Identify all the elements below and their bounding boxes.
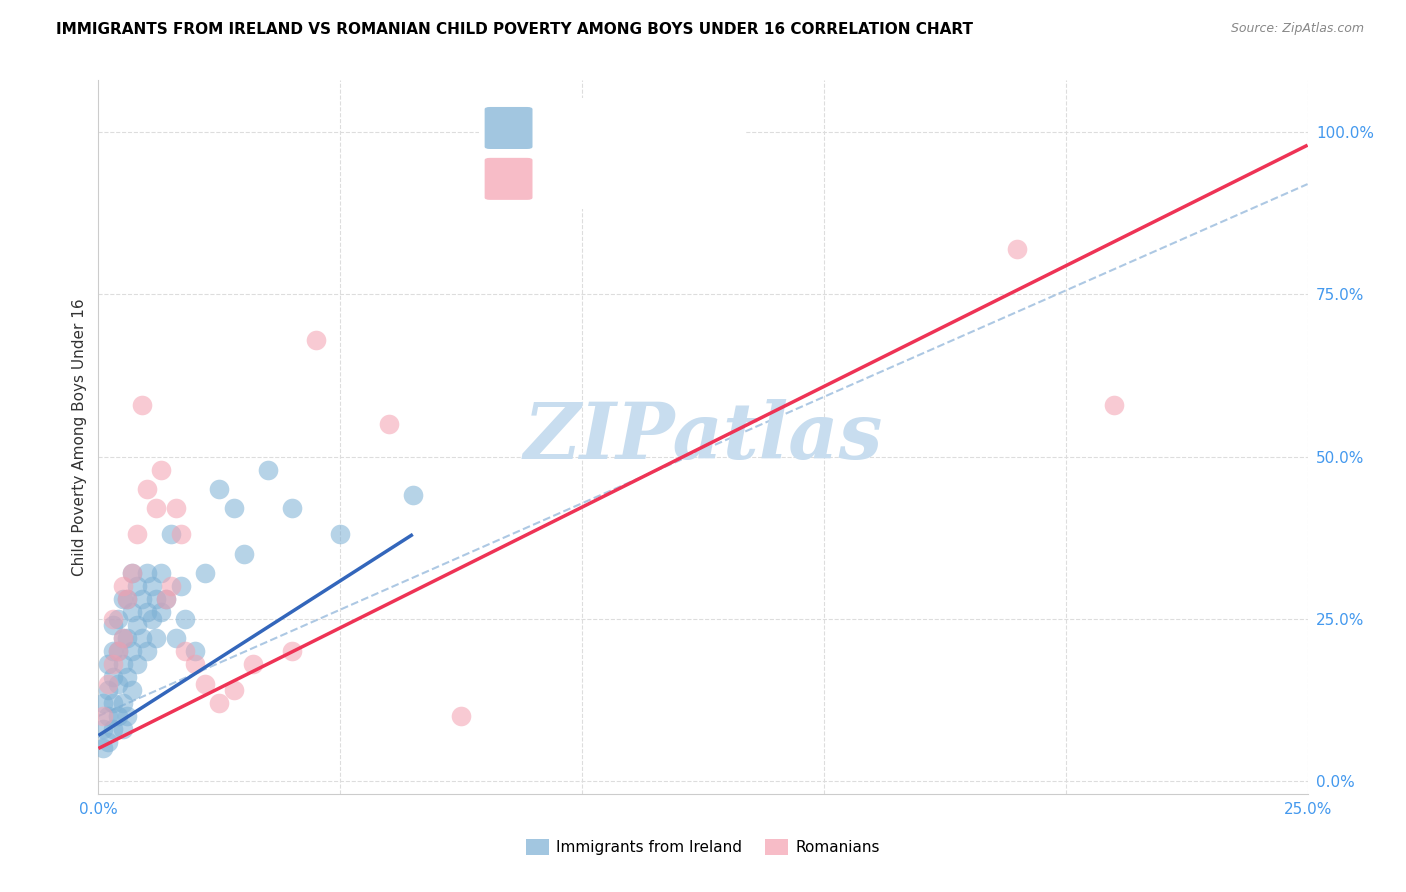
Point	[111, 579, 134, 593]
Point	[111, 657, 134, 672]
Point	[305, 333, 328, 347]
Point	[208, 482, 231, 496]
Point	[150, 462, 173, 476]
Point	[97, 657, 120, 672]
Point	[155, 592, 177, 607]
Point	[145, 501, 167, 516]
Point	[111, 722, 134, 736]
Point	[174, 612, 197, 626]
Point	[101, 644, 124, 658]
Point	[256, 462, 278, 476]
Point	[281, 644, 304, 658]
Point	[121, 683, 143, 698]
Point	[107, 612, 129, 626]
Point	[135, 566, 157, 581]
Point	[111, 631, 134, 645]
Point	[150, 566, 173, 581]
Point	[91, 709, 114, 723]
Point	[101, 612, 124, 626]
Point	[101, 722, 124, 736]
Point	[127, 579, 149, 593]
Y-axis label: Child Poverty Among Boys Under 16: Child Poverty Among Boys Under 16	[72, 298, 87, 576]
Point	[127, 618, 149, 632]
Point	[208, 696, 231, 710]
Point	[402, 488, 425, 502]
Point	[194, 566, 217, 581]
Point	[121, 644, 143, 658]
Point	[101, 670, 124, 684]
Point	[377, 417, 399, 431]
Point	[222, 501, 245, 516]
Point	[135, 644, 157, 658]
Point	[117, 709, 139, 723]
Point	[97, 709, 120, 723]
Point	[101, 696, 124, 710]
Point	[111, 631, 134, 645]
Point	[160, 527, 183, 541]
Point	[169, 579, 191, 593]
Point	[131, 398, 153, 412]
Point	[1007, 242, 1029, 256]
Text: ZIPatlas: ZIPatlas	[523, 399, 883, 475]
Point	[184, 644, 207, 658]
Point	[242, 657, 264, 672]
Text: IMMIGRANTS FROM IRELAND VS ROMANIAN CHILD POVERTY AMONG BOYS UNDER 16 CORRELATIO: IMMIGRANTS FROM IRELAND VS ROMANIAN CHIL…	[56, 22, 973, 37]
Point	[91, 722, 114, 736]
Legend: Immigrants from Ireland, Romanians: Immigrants from Ireland, Romanians	[520, 833, 886, 861]
Point	[107, 676, 129, 690]
Point	[131, 592, 153, 607]
Point	[107, 709, 129, 723]
Point	[97, 676, 120, 690]
Point	[97, 735, 120, 749]
Point	[145, 592, 167, 607]
Point	[121, 566, 143, 581]
Point	[174, 644, 197, 658]
Point	[97, 683, 120, 698]
Point	[165, 501, 187, 516]
Point	[155, 592, 177, 607]
Point	[91, 741, 114, 756]
Point	[222, 683, 245, 698]
Point	[101, 657, 124, 672]
Point	[281, 501, 304, 516]
Point	[101, 618, 124, 632]
Point	[131, 631, 153, 645]
Point	[141, 612, 163, 626]
Point	[184, 657, 207, 672]
Point	[169, 527, 191, 541]
Text: Source: ZipAtlas.com: Source: ZipAtlas.com	[1230, 22, 1364, 36]
Point	[150, 605, 173, 619]
Point	[117, 631, 139, 645]
Point	[450, 709, 472, 723]
Point	[121, 605, 143, 619]
Point	[141, 579, 163, 593]
Point	[1102, 398, 1125, 412]
Point	[117, 592, 139, 607]
Point	[107, 644, 129, 658]
Point	[111, 696, 134, 710]
Point	[121, 566, 143, 581]
Point	[135, 605, 157, 619]
Point	[145, 631, 167, 645]
Point	[329, 527, 352, 541]
Point	[194, 676, 217, 690]
Point	[135, 482, 157, 496]
Point	[117, 592, 139, 607]
Point	[107, 644, 129, 658]
Point	[91, 696, 114, 710]
Point	[160, 579, 183, 593]
Point	[127, 657, 149, 672]
Point	[165, 631, 187, 645]
Point	[232, 547, 254, 561]
Point	[111, 592, 134, 607]
Point	[117, 670, 139, 684]
Point	[127, 527, 149, 541]
